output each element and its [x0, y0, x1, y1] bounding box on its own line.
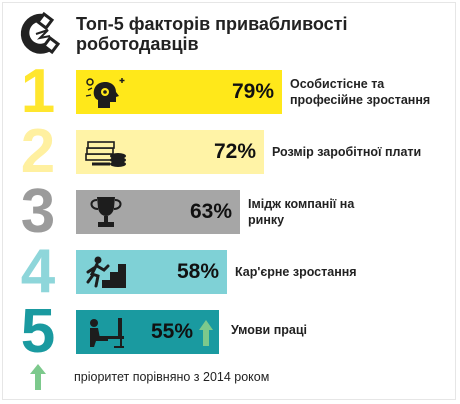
category-label-2: Розмір заробітної плати — [272, 144, 421, 160]
climbing-stairs-icon — [86, 256, 126, 288]
category-label-3: Імідж компанії на ринку — [248, 196, 354, 228]
legend-text: пріоритет порівняно з 2014 роком — [74, 370, 270, 384]
title-line-2: роботодавців — [76, 34, 199, 54]
bar-row-1: 1 79% Особистісне та професійне зростанн… — [0, 60, 460, 124]
bar-5: 55% — [76, 310, 219, 354]
rank-number-1: 1 — [20, 57, 56, 126]
up-arrow-icon — [199, 320, 213, 346]
category-label-2-line-1: Розмір заробітної плати — [272, 145, 422, 159]
bar-3: 63% — [76, 190, 240, 234]
legend: пріоритет порівняно з 2014 роком — [0, 362, 460, 392]
desk-worker-icon — [90, 318, 124, 348]
bar-row-4: 4 58% Кар'єрне зростання — [0, 240, 460, 304]
trophy-icon — [90, 197, 122, 227]
money-coins-icon — [85, 141, 126, 167]
category-label-1: Особистісне та професійне зростання — [290, 76, 430, 108]
magnet-icon — [20, 11, 61, 55]
page-title: Топ-5 факторів привабливості роботодавці… — [76, 14, 396, 54]
head-gears-icon — [85, 78, 125, 108]
rank-number-2: 2 — [20, 117, 56, 186]
category-label-4-line-1: Кар'єрне зростання — [235, 265, 357, 279]
bar-row-2: 2 72% Розмір заробітної плати — [0, 120, 460, 184]
value-label-2: 72% — [213, 140, 256, 163]
category-label-5-line-1: Умови праці — [231, 323, 308, 337]
category-label-1-line-2: професійне зростання — [290, 93, 431, 107]
value-label-3: 63% — [189, 200, 232, 223]
rank-number-4: 4 — [20, 237, 56, 306]
bar-row-5: 5 55% Умови праці — [0, 300, 460, 364]
category-label-3-line-1: Імідж компанії на — [248, 197, 355, 211]
bar-4: 58% — [76, 250, 227, 294]
value-label-1: 79% — [231, 80, 274, 103]
infographic-frame — [2, 2, 456, 400]
category-label-1-line-1: Особистісне та — [290, 77, 385, 91]
bar-2: 72% — [76, 130, 264, 174]
category-label-5: Умови праці — [231, 322, 307, 338]
category-label-4: Кар'єрне зростання — [235, 264, 357, 280]
legend-up-arrow-icon — [30, 364, 46, 390]
rank-number-5: 5 — [20, 297, 56, 366]
category-label-3-line-2: ринку — [248, 213, 285, 227]
value-label-4: 58% — [176, 260, 219, 283]
value-label-5: 55% — [150, 320, 193, 343]
bar-row-3: 3 63% Імідж компанії на ринку — [0, 180, 460, 244]
bar-1: 79% — [76, 70, 282, 114]
title-line-1: Топ-5 факторів привабливості — [76, 14, 348, 34]
rank-number-3: 3 — [20, 177, 56, 246]
